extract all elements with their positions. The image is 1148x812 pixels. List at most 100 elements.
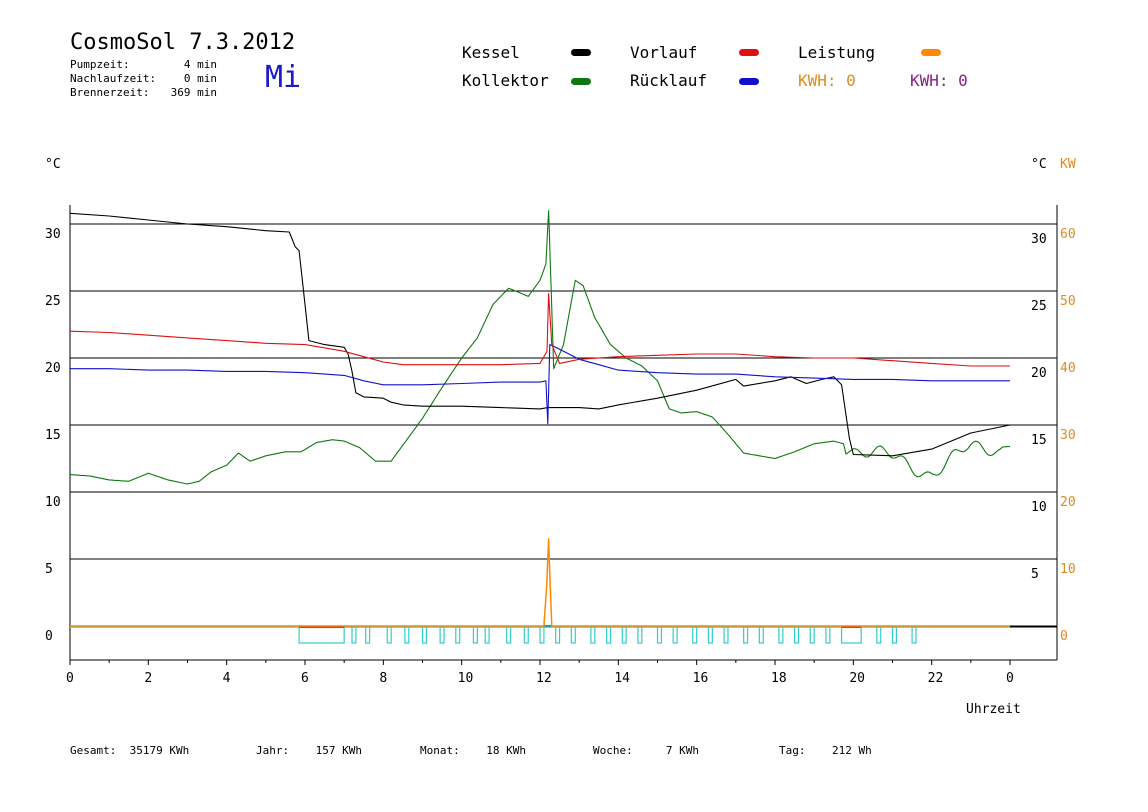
kw-tick-label: 40 bbox=[1060, 361, 1076, 376]
x-tick-label: 14 bbox=[614, 671, 630, 686]
y-tick-label-left: 30 bbox=[45, 227, 61, 242]
pump-pulse bbox=[605, 626, 612, 644]
pump-pulse bbox=[386, 626, 392, 644]
x-tick-label: 10 bbox=[458, 671, 474, 686]
legend-kwh-orange: KWH: 0 bbox=[798, 71, 856, 90]
pump-pulse bbox=[351, 626, 357, 644]
y-tick-label-left: 15 bbox=[45, 428, 61, 443]
pump-pulse bbox=[570, 626, 576, 644]
pump-pulse bbox=[539, 626, 545, 644]
chart-title: CosmoSol 7.3.2012 bbox=[70, 30, 296, 55]
kw-tick-label: 50 bbox=[1060, 294, 1076, 309]
legend-leistung-label: Leistung bbox=[798, 43, 876, 62]
legend-leistung-swatch bbox=[921, 49, 941, 56]
footer-monat: Monat: 18 KWh bbox=[420, 744, 526, 757]
y-tick-label-right: 5 bbox=[1031, 567, 1039, 582]
x-tick-label: 0 bbox=[66, 671, 74, 686]
legend-kwh-purple: KWH: 0 bbox=[910, 71, 968, 90]
footer-woche: Woche: 7 KWh bbox=[593, 744, 699, 757]
series-line-kessel bbox=[69, 212, 1011, 457]
legend-vorlauf-label: Vorlauf bbox=[630, 43, 698, 62]
legend-kessel-swatch bbox=[571, 49, 591, 56]
series-line-kollektor bbox=[69, 210, 1011, 485]
pump-pulse bbox=[891, 626, 898, 644]
legend-kollektor-label: Kollektor bbox=[462, 71, 549, 90]
pump-pulse bbox=[621, 626, 627, 644]
series-line-ruecklauf bbox=[70, 344, 1010, 425]
pump-pulse bbox=[840, 626, 862, 644]
pump-pulse bbox=[637, 626, 643, 644]
y-tick-label-left: 25 bbox=[45, 294, 61, 309]
pump-pulse bbox=[743, 626, 749, 644]
pump-pulse bbox=[590, 626, 596, 644]
pump-pulse bbox=[911, 626, 917, 644]
y-tick-label-right: 10 bbox=[1031, 500, 1047, 515]
pump-pulse bbox=[758, 626, 764, 644]
pump-pulse bbox=[421, 626, 428, 644]
pump-pulse bbox=[472, 626, 478, 644]
footer-tag: Tag: 212 Wh bbox=[779, 744, 872, 757]
footer-jahr: Jahr: 157 KWh bbox=[256, 744, 362, 757]
pump-pulse bbox=[793, 626, 800, 644]
y-tick-label-right: 15 bbox=[1031, 433, 1047, 448]
pump-pulse bbox=[656, 626, 663, 644]
pump-pulse bbox=[692, 626, 698, 644]
pump-pulse bbox=[825, 626, 831, 644]
pump-pulse bbox=[439, 626, 445, 644]
series-line-leistung bbox=[70, 538, 1010, 627]
footer-gesamt: Gesamt: 35179 KWh bbox=[70, 744, 190, 757]
x-tick-label: 18 bbox=[771, 671, 787, 686]
info-pumpzeit-label: Pumpzeit: bbox=[70, 58, 130, 71]
left-axis-unit: °C bbox=[45, 157, 61, 172]
legend-kessel-label: Kessel bbox=[462, 43, 520, 62]
y-tick-label-right: 20 bbox=[1031, 366, 1047, 381]
x-axis-label: Uhrzeit bbox=[966, 702, 1021, 717]
info-brennerzeit-value: 369 min bbox=[170, 86, 217, 99]
pump-pulse bbox=[523, 626, 529, 644]
kw-tick-label: 10 bbox=[1060, 562, 1076, 577]
weekday-label: Mi bbox=[265, 60, 302, 95]
series-line-vorlauf bbox=[69, 293, 1010, 367]
pump-pulse bbox=[455, 626, 461, 644]
kw-tick-label: 60 bbox=[1060, 227, 1076, 242]
x-tick-label: 16 bbox=[693, 671, 709, 686]
x-tick-label: 12 bbox=[536, 671, 552, 686]
legend-ruecklauf-label: Rücklauf bbox=[630, 71, 708, 90]
info-nachlaufzeit-value: 0 min bbox=[183, 72, 217, 85]
pump-pulse bbox=[723, 626, 729, 644]
x-tick-label: 22 bbox=[928, 671, 944, 686]
right-axis-unit-kw: KW bbox=[1060, 157, 1076, 172]
info-brennerzeit-label: Brennerzeit: bbox=[70, 86, 150, 99]
y-tick-label-left: 0 bbox=[45, 629, 53, 644]
pump-pulse bbox=[778, 626, 784, 644]
kw-tick-label: 30 bbox=[1060, 428, 1076, 443]
x-tick-label: 6 bbox=[301, 671, 309, 686]
pump-pulse bbox=[809, 626, 815, 644]
info-pumpzeit-value: 4 min bbox=[183, 58, 217, 71]
y-tick-label-right: 30 bbox=[1031, 232, 1047, 247]
kw-tick-label: 20 bbox=[1060, 495, 1076, 510]
pump-pulse bbox=[707, 626, 713, 644]
y-tick-label-right: 25 bbox=[1031, 299, 1047, 314]
y-tick-label-left: 20 bbox=[45, 361, 61, 376]
kw-tick-label: 0 bbox=[1060, 629, 1068, 644]
x-tick-label: 0 bbox=[1006, 671, 1014, 686]
right-axis-unit-c: °C bbox=[1031, 157, 1047, 172]
y-tick-label-left: 10 bbox=[45, 495, 61, 510]
pump-pulse bbox=[484, 626, 490, 644]
x-tick-label: 8 bbox=[379, 671, 387, 686]
info-nachlaufzeit-label: Nachlaufzeit: bbox=[70, 72, 157, 85]
pump-pulse bbox=[298, 626, 345, 644]
y-tick-label-left: 5 bbox=[45, 562, 53, 577]
pump-pulse bbox=[506, 626, 512, 644]
pump-pulse bbox=[672, 626, 678, 644]
pump-pulse bbox=[404, 626, 410, 644]
legend-vorlauf-swatch bbox=[739, 49, 759, 56]
pump-pulse bbox=[555, 626, 561, 644]
legend-ruecklauf-swatch bbox=[739, 78, 759, 85]
pump-pulse bbox=[365, 626, 371, 644]
legend-kollektor-swatch bbox=[571, 78, 591, 85]
x-tick-label: 20 bbox=[849, 671, 865, 686]
x-tick-label: 2 bbox=[144, 671, 152, 686]
